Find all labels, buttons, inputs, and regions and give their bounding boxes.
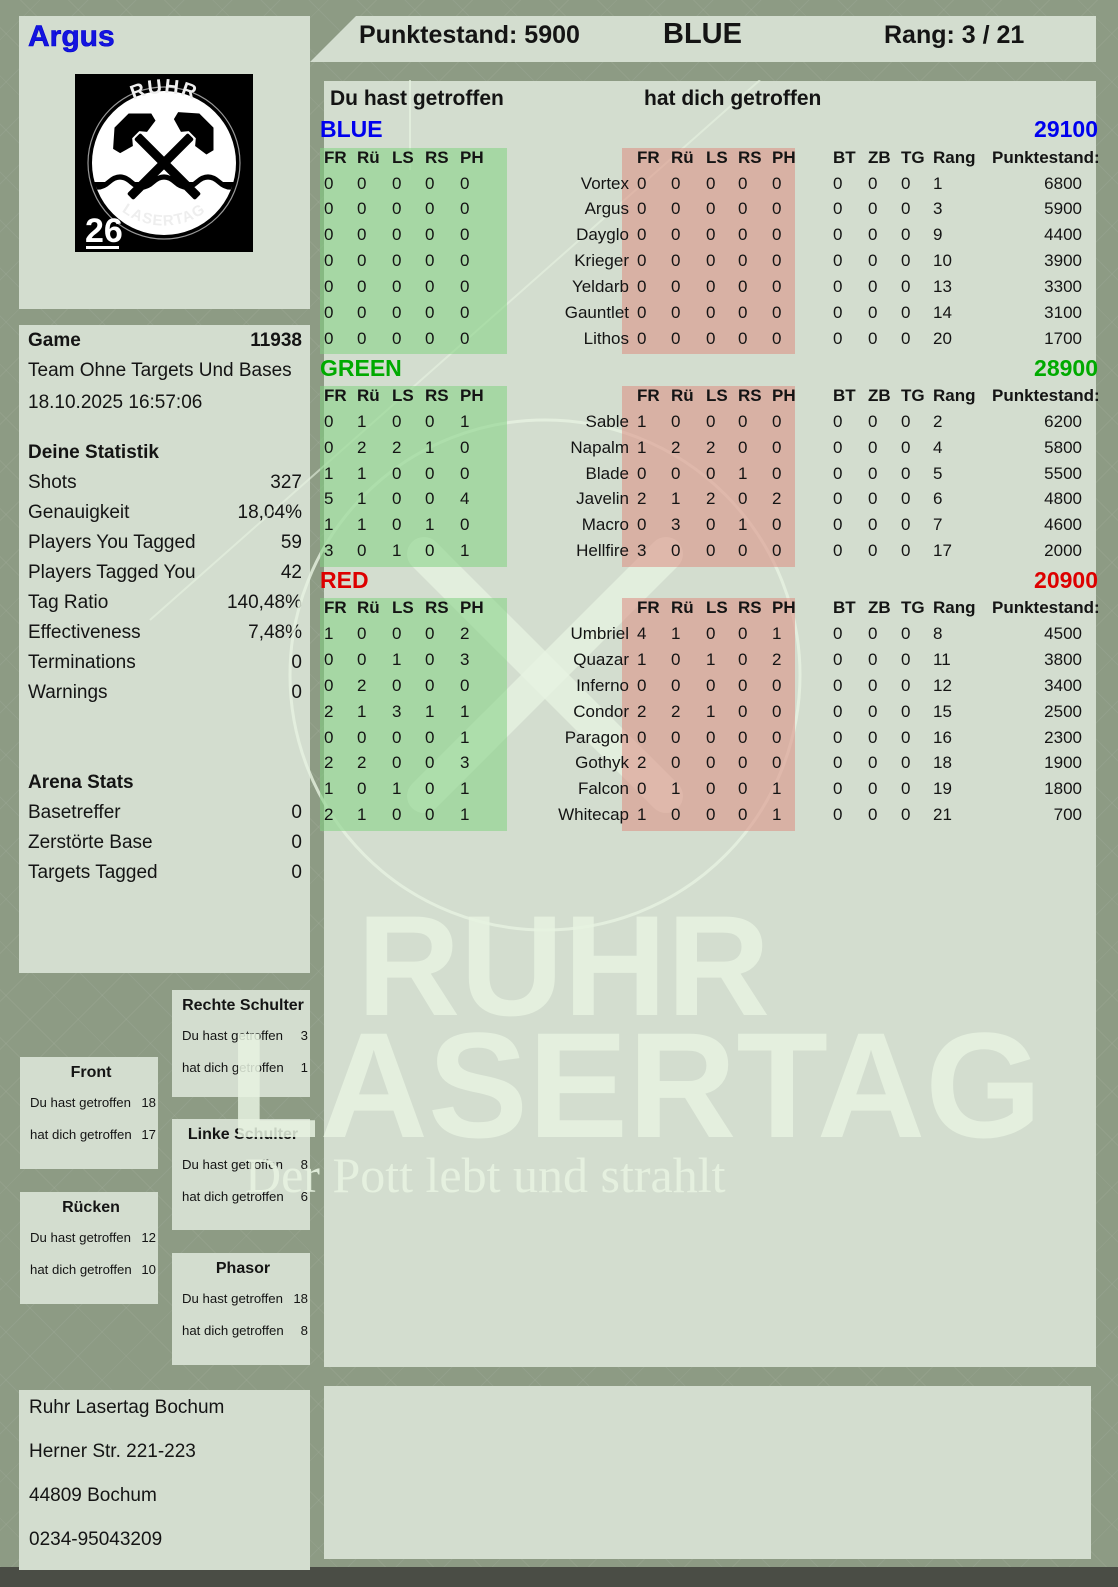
svg-text:26: 26 xyxy=(85,212,123,250)
